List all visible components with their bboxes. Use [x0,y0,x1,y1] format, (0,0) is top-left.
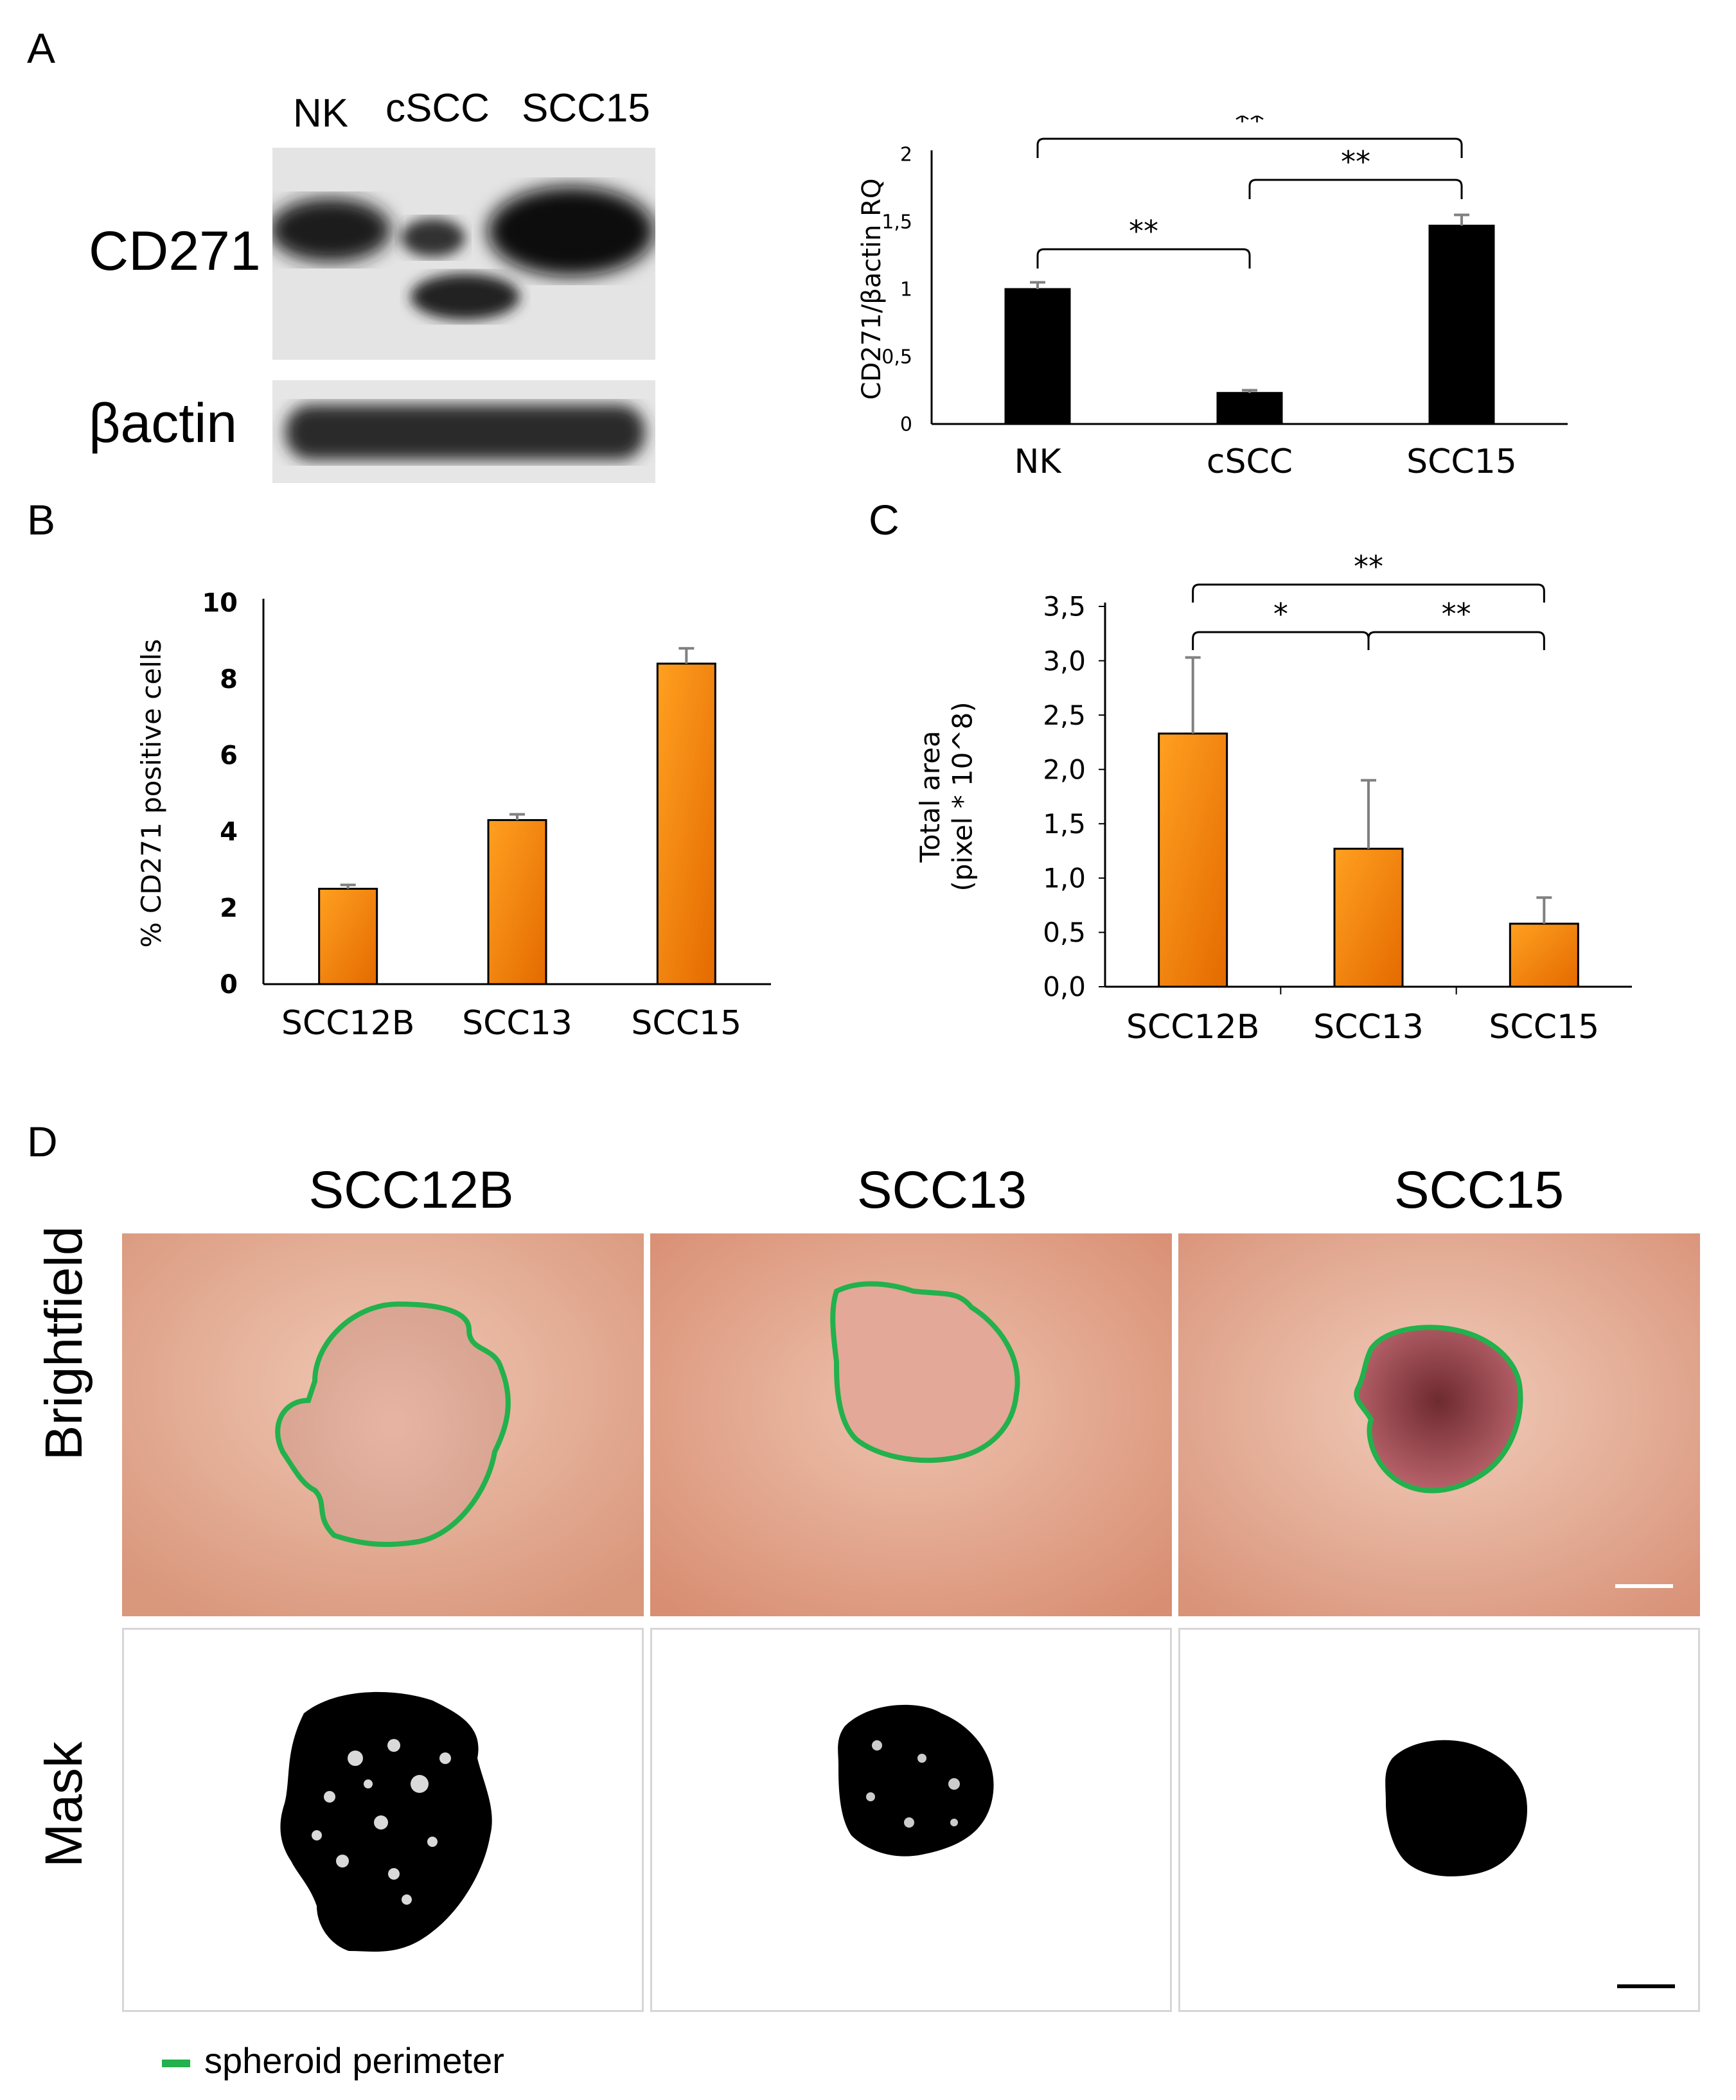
bar-scc15 [1509,922,1579,988]
spheroid-perimeter-scc12b [275,1301,511,1548]
y-tick-label: 1 [900,279,912,301]
significance-label: ** [1341,145,1370,179]
panel-d-col-scc12b: SCC12B [308,1161,514,1219]
legend-label: spheroid perimeter [204,2040,504,2081]
wb-lane-scc15: SCC15 [522,86,650,130]
wb-blot-image [272,148,655,360]
significance-label: ** [1235,116,1264,138]
bar-scc13 [1333,847,1404,988]
y-tick-label: 0,5 [1043,917,1086,948]
y-tick-label: 0 [900,414,912,436]
wb-row-cd271: CD271 [89,220,261,282]
significance-bracket [1192,631,1370,650]
bar-nk [1004,288,1071,425]
significance-bracket [1036,137,1463,158]
spheroid-perimeter-scc15 [1354,1325,1523,1494]
brightfield-image-scc12b [122,1233,644,1616]
y-tick-label: 8 [220,665,238,694]
panel-d-col-scc15: SCC15 [1394,1161,1564,1219]
spheroid-perimeter-scc13 [830,1281,1020,1463]
wb-actin-image [272,380,655,483]
wb-row-bactin: βactin [89,393,238,454]
panel-letter-d: D [27,1118,58,1165]
y-tick-label: 10 [202,588,238,618]
y-tick-label: 2,5 [1043,700,1086,731]
bar-scc13 [487,819,547,985]
chart-b: 0 2 4 6 8 10 SCC12B SCC13 SCC15 % CD271 positive … [136,588,771,1043]
bar-scc15 [1428,224,1495,425]
x-tick-label-scc12b: SCC12B [1126,1008,1259,1046]
mask-image-scc15 [1385,1740,1675,1988]
significance-bracket [1248,179,1463,199]
x-tick-label-scc13: SCC13 [1313,1008,1424,1046]
y-axis-label: % CD271 positive cells [136,639,167,948]
significance-label: ** [1442,597,1471,631]
y-tick-label: 1,0 [1043,863,1086,894]
wb-lane-cscc: cSCC [385,86,490,130]
x-tick-label-scc12b: SCC12B [281,1004,414,1043]
y-tick-label: 2,0 [1043,754,1086,785]
brightfield-image-scc13 [650,1233,1172,1616]
mask-frame-scc13 [650,1628,1172,2012]
panel-d-col-scc13: SCC13 [856,1161,1027,1219]
y-tick-label: 1,5 [881,211,912,234]
mask-image-scc13 [838,1704,994,1857]
y-tick-label: 4 [220,817,238,847]
bar-cscc [1216,392,1283,425]
mask-image-scc12b [280,1691,492,1952]
y-tick-label: 2 [220,894,238,923]
significance-bracket [1192,583,1545,603]
y-tick-label: 0,5 [881,346,912,369]
y-tick-label: 6 [220,741,238,771]
y-tick-label: 3,5 [1043,591,1086,622]
scale-bar-mask [1617,1984,1675,1988]
significance-bracket [1367,631,1545,650]
y-tick-label: 1,5 [1043,808,1086,840]
bar-scc12b [1158,732,1228,988]
y-axis-label: Total area [914,730,946,863]
bar-scc12b [318,888,378,985]
significance-label: * [1273,597,1288,631]
y-axis-label: CD271/βactin RQ [857,179,887,400]
y-tick-label: 0 [220,970,238,1000]
x-tick-label-cscc: cSCC [1207,443,1293,481]
panel-d-row-mask: Mask [35,1742,93,1867]
y-tick-label: 0,0 [1043,971,1086,1003]
mask-frame-scc12b [122,1628,644,2012]
y-tick-label: 3,0 [1043,645,1086,676]
x-tick-label-scc15: SCC15 [1406,443,1517,481]
y-tick-label: 2 [900,144,912,166]
significance-bracket [1036,248,1251,269]
mask-frame-scc15 [1178,1628,1700,2012]
panel-d-row-brightfield: Brightfield [35,1226,93,1461]
x-tick-label-scc13: SCC13 [462,1004,572,1043]
significance-label: ** [1129,214,1158,249]
panel-letter-a: A [27,24,56,72]
x-tick-label-scc15: SCC15 [631,1004,741,1043]
y-axis-label: (pixel * 10^8) [946,701,978,891]
x-tick-label-scc15: SCC15 [1489,1008,1599,1046]
bar-scc15 [656,662,716,985]
brightfield-image-scc15 [1178,1233,1700,1616]
legend-swatch [162,2060,190,2067]
wb-lane-nk: NK [293,91,349,136]
panel-letter-b: B [27,496,56,543]
significance-label: ** [1354,549,1383,584]
x-tick-label-nk: NK [1014,443,1063,481]
scale-bar-brightfield [1615,1584,1673,1588]
panel-letter-c: C [869,496,899,543]
chart-a: 0 0,5 1 1,5 2 NK cSCC SCC15 CD271/βactin RQ ** ** *… [857,116,1568,481]
chart-c: 0,0 0,5 1,0 1,5 2,0 2,5 3,0 3,5 SCC12B SCC13 SCC15… [914,549,1632,1046]
